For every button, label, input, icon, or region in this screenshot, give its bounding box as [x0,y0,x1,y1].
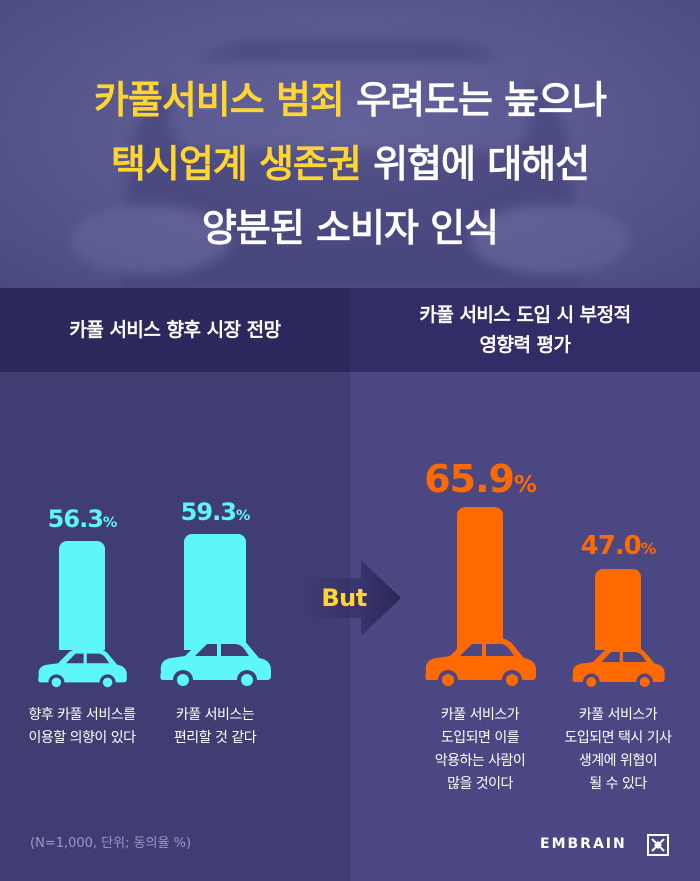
value-number: 47.0 [580,531,642,561]
section-title-left: 카풀 서비스 향후 시장 전망 [69,319,281,341]
caption-line: 악용하는 사람이 [434,753,526,769]
caption-intent-to-use: 향후 카풀 서비스를 이용할 의향이 있다 [2,704,162,750]
value-number: 59.3 [180,498,237,526]
bar-intent-to-use [59,541,105,650]
title-line-2: 택시업계 생존권 위협에 대해선 [0,132,700,196]
car-icon [160,638,271,690]
caption-line: 생계에 위협이 [578,753,658,769]
left-panel [0,372,350,881]
value-unit: % [640,540,657,558]
title-text-1: 우려도는 높으나 [343,78,607,122]
bar-taxi-livelihood-threat [595,569,641,650]
caption-line: 이용할 의향이 있다 [28,730,136,746]
title-text-2: 위협에 대해선 [360,142,590,186]
car-icon [572,647,665,691]
value-unit: % [235,508,250,524]
caption-convenience: 카풀 서비스는 편리할 것 같다 [135,704,295,750]
caption-line: 카풀 서비스가 [440,707,520,723]
caption-line: 도입되면 택시 기사 [564,730,672,746]
caption-line: 편리할 것 같다 [173,730,257,746]
section-title-right-line-1: 카풀 서비스 도입 시 부정적 [419,304,631,326]
section-header-market-outlook: 카풀 서비스 향후 시장 전망 [0,288,350,372]
title-line-3: 양분된 소비자 인식 [201,206,499,250]
caption-line: 카풀 서비스는 [175,707,255,723]
caption-line: 많을 것이다 [447,776,513,792]
caption-misuse-concern: 카풀 서비스가 도입되면 이를 악용하는 사람이 많을 것이다 [400,704,560,796]
brand-logo-text: EMBRAIN [540,836,627,852]
value-label-taxi-livelihood-threat: 47.0% [548,531,688,561]
section-header-negative-impact: 카풀 서비스 도입 시 부정적 영향력 평가 [350,288,700,372]
right-panel [350,372,700,881]
title-line-1: 카풀서비스 범죄 우려도는 높으나 [0,68,700,132]
footnote: (N=1,000, 단위; 동의율 %) [30,836,192,851]
arrow-icon [303,560,401,636]
header-banner: 카풀서비스 범죄 우려도는 높으나 택시업계 생존권 위협에 대해선 양분된 소… [0,0,700,288]
value-number: 65.9 [424,457,515,501]
value-label-intent-to-use: 56.3% [12,505,152,533]
title-highlight-1: 카풀서비스 범죄 [93,78,345,122]
section-title-right: 카풀 서비스 도입 시 부정적 영향력 평가 [419,300,631,360]
title-highlight-2: 택시업계 생존권 [110,142,362,186]
value-number: 56.3 [47,505,104,533]
car-icon [425,638,536,690]
caption-line: 될 수 있다 [589,776,647,792]
logo-icon [647,834,669,856]
car-icon [38,648,127,691]
value-unit: % [102,515,117,531]
caption-line: 도입되면 이를 [440,730,520,746]
caption-taxi-livelihood-threat: 카풀 서비스가 도입되면 택시 기사 생계에 위협이 될 수 있다 [538,704,698,796]
caption-line: 향후 카풀 서비스를 [28,707,136,723]
section-title-right-line-2: 영향력 평가 [479,334,571,356]
page-title: 카풀서비스 범죄 우려도는 높으나 택시업계 생존권 위협에 대해선 양분된 소… [0,68,700,260]
background-car-icon [70,40,630,288]
bar-convenience [184,534,246,650]
but-label: But [321,584,367,612]
bar-misuse-concern [457,507,503,650]
value-unit: % [513,472,537,498]
value-label-convenience: 59.3% [145,498,285,526]
value-label-misuse-concern: 65.9% [410,457,550,501]
caption-line: 카풀 서비스가 [578,707,658,723]
